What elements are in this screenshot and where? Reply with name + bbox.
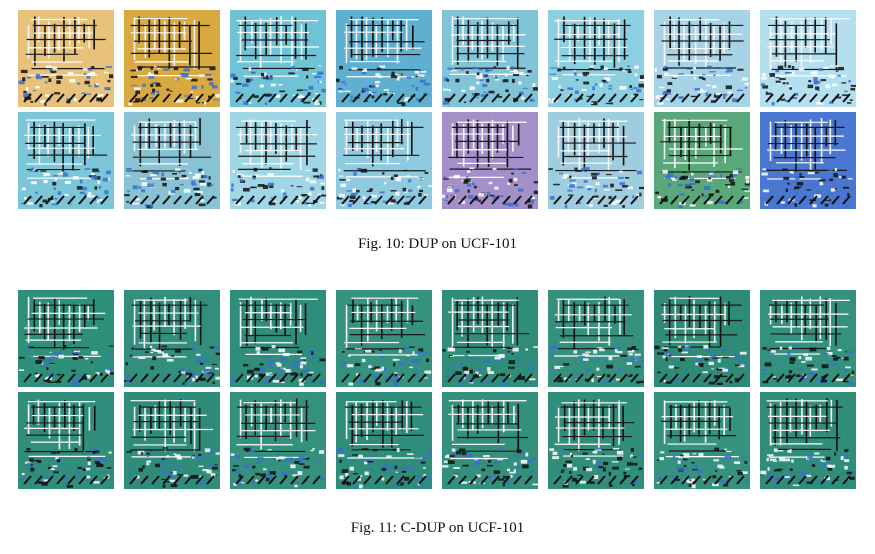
visualization-tile — [230, 10, 326, 107]
visualization-tile — [18, 112, 114, 209]
visualization-tile — [548, 290, 644, 387]
visualization-tile — [442, 112, 538, 209]
visualization-tile — [760, 392, 856, 489]
visualization-tile — [336, 112, 432, 209]
visualization-tile — [442, 290, 538, 387]
visualization-tile — [18, 392, 114, 489]
image-row — [18, 112, 858, 209]
visualization-tile — [548, 10, 644, 107]
figure-caption: Fig. 10: DUP on UCF-101 — [357, 236, 518, 252]
visualization-tile — [230, 392, 326, 489]
visualization-tile — [760, 112, 856, 209]
visualization-tile — [336, 10, 432, 107]
visualization-tile — [654, 290, 750, 387]
visualization-tile — [124, 112, 220, 209]
visualization-tile — [760, 290, 856, 387]
visualization-tile — [18, 290, 114, 387]
visualization-tile — [548, 392, 644, 489]
figure-caption: Fig. 11: C-DUP on UCF-101 — [350, 520, 525, 536]
visualization-tile — [654, 392, 750, 489]
visualization-tile — [124, 290, 220, 387]
visualization-tile — [124, 10, 220, 107]
visualization-tile — [18, 10, 114, 107]
image-row — [18, 392, 858, 489]
image-row — [18, 10, 858, 107]
visualization-tile — [124, 392, 220, 489]
visualization-tile — [230, 290, 326, 387]
visualization-tile — [336, 392, 432, 489]
visualization-tile — [336, 290, 432, 387]
visualization-tile — [442, 10, 538, 107]
visualization-tile — [230, 112, 326, 209]
visualization-tile — [760, 10, 856, 107]
visualization-tile — [548, 112, 644, 209]
visualization-tile — [654, 10, 750, 107]
visualization-tile — [442, 392, 538, 489]
visualization-tile — [654, 112, 750, 209]
image-row — [18, 290, 858, 387]
